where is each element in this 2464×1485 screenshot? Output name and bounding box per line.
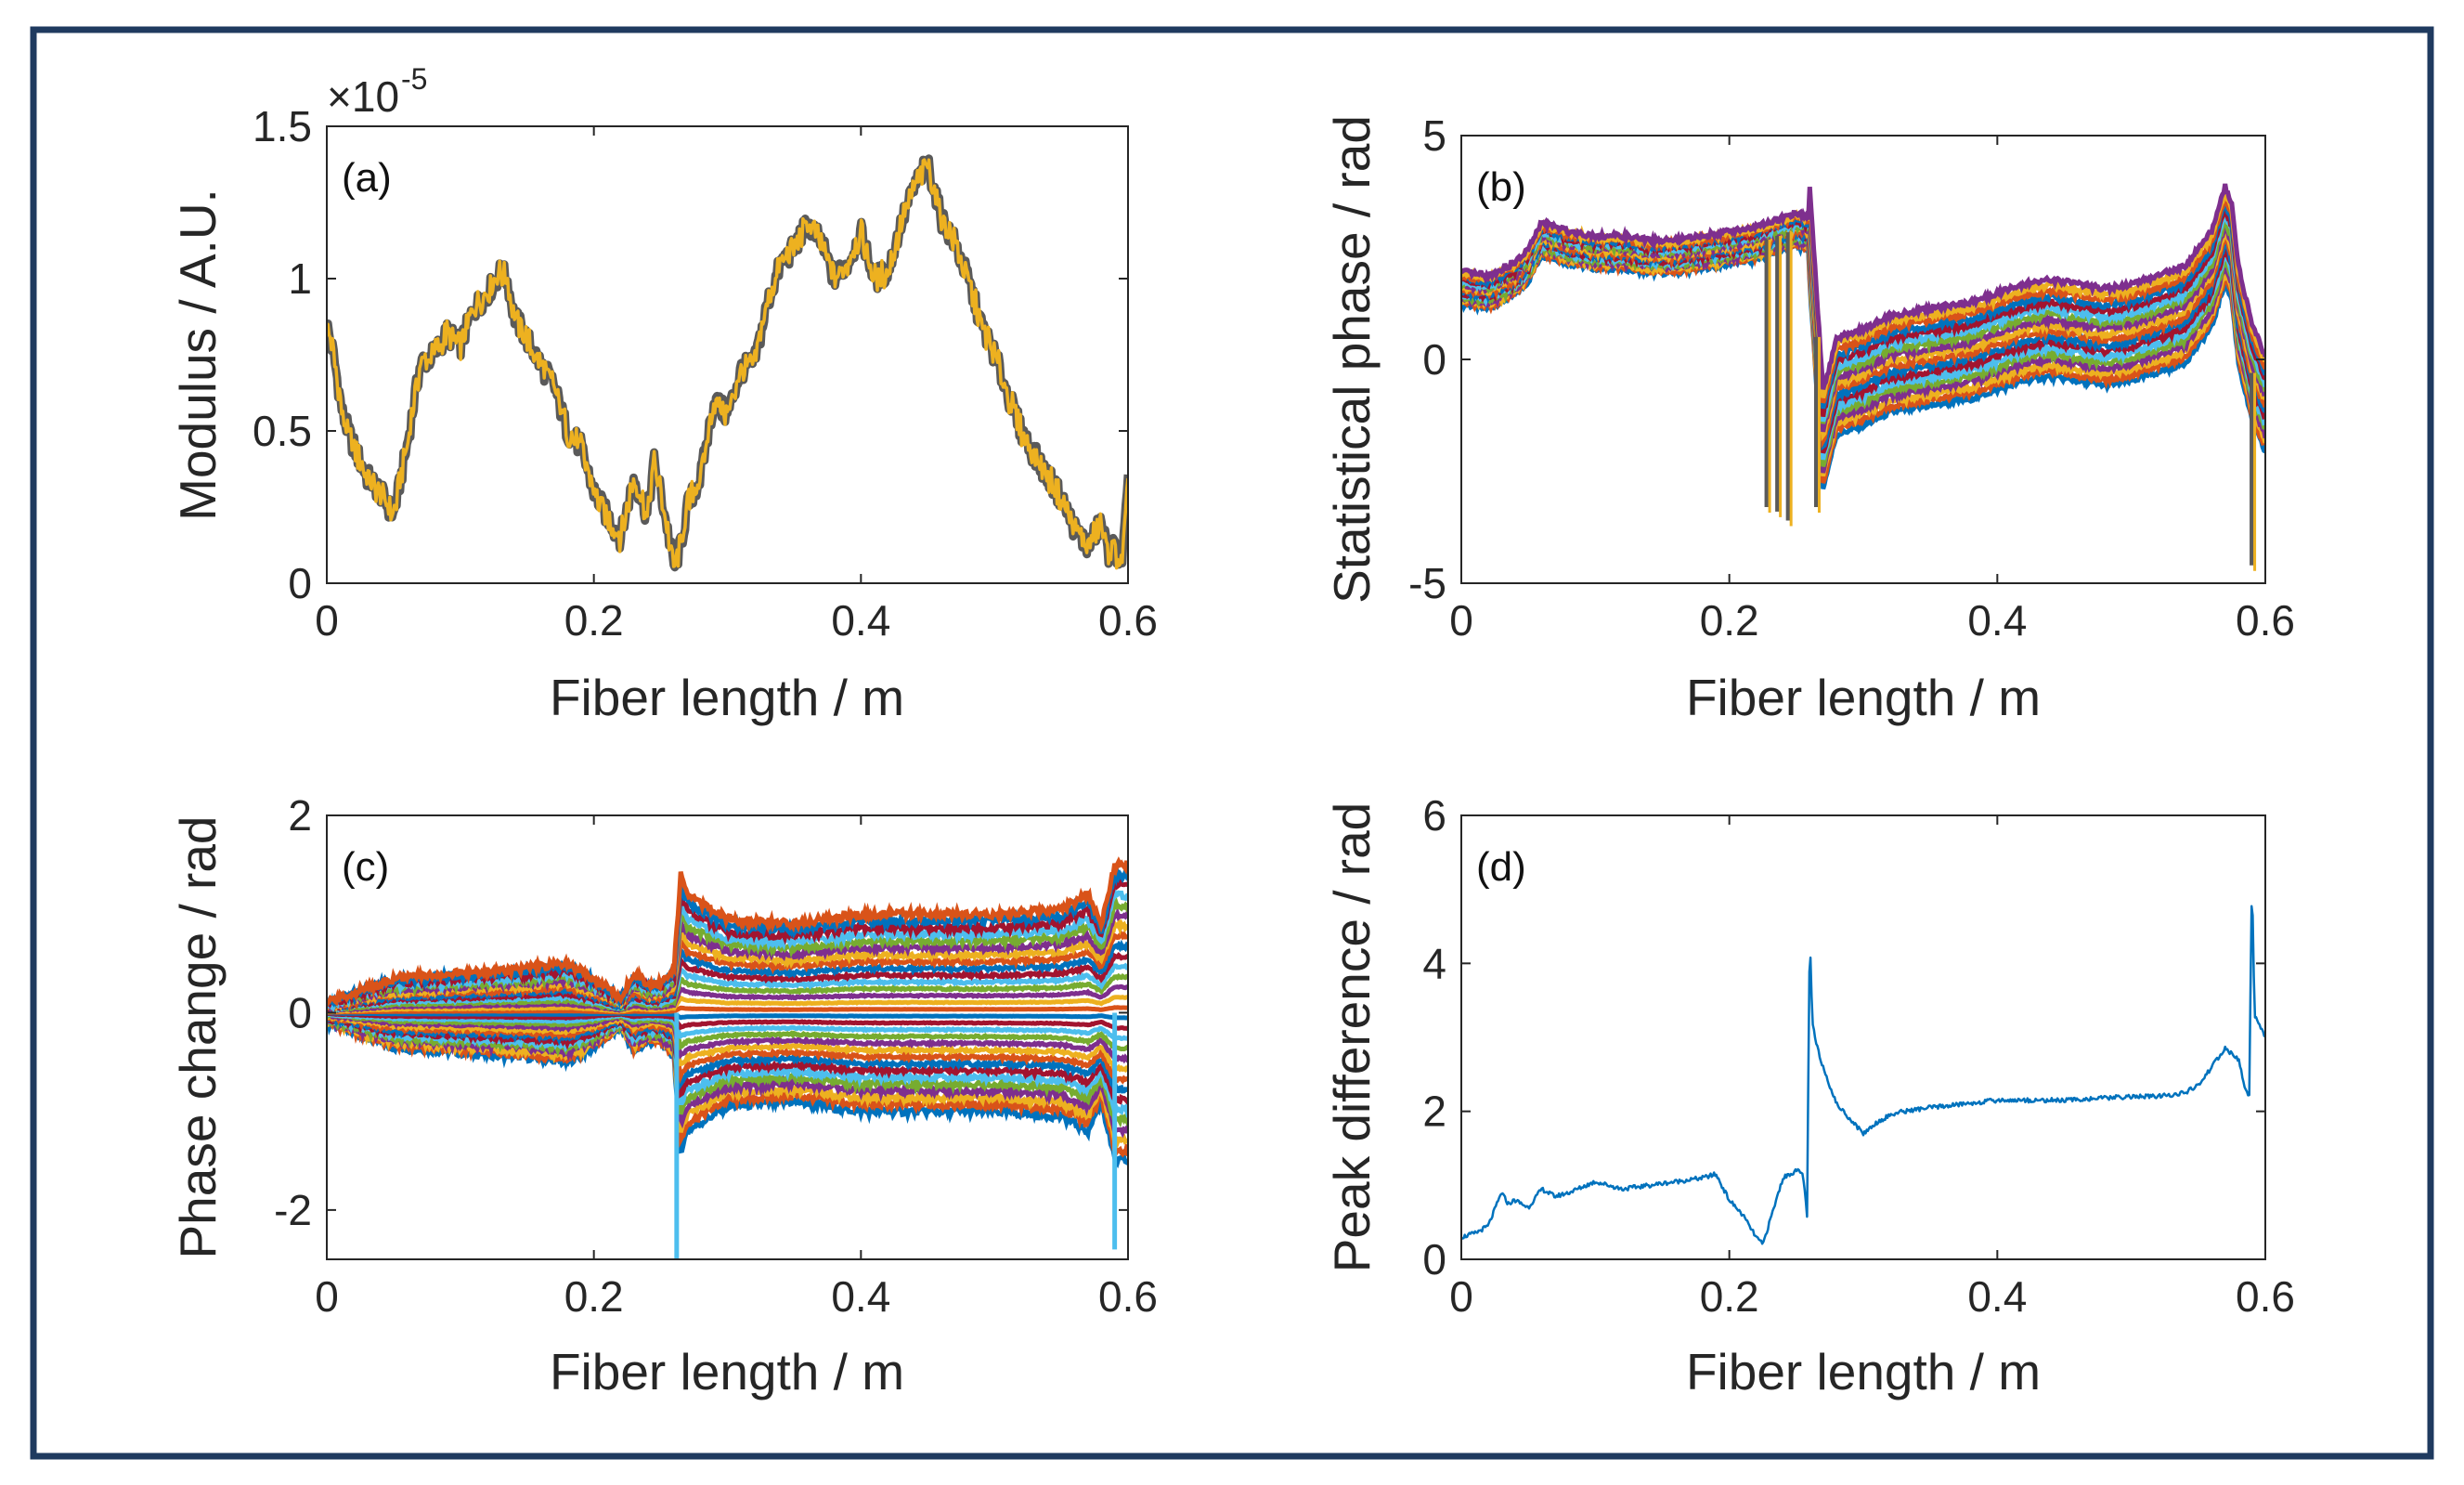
phase-change-line (327, 1011, 1128, 1052)
y-tick-label: 2 (1422, 1088, 1446, 1136)
x-tick-label: 0.6 (1098, 1272, 1158, 1321)
plot-area-c (327, 856, 1128, 1259)
modulus-line (327, 158, 1128, 570)
x-axis-label: Fiber length / m (550, 1343, 904, 1400)
y-tick-label: 0 (288, 559, 312, 607)
y-axis-label: Peak difference / rad (1323, 802, 1381, 1273)
x-tick-label: 0 (1449, 596, 1473, 645)
phase-change-line (327, 856, 1128, 1008)
phase-change-line (327, 907, 1128, 1013)
axes-box-d (1460, 814, 2266, 1260)
phase-change-line (327, 972, 1128, 1013)
y-tick-label: 0 (1422, 1235, 1446, 1283)
y-tick-label: -2 (274, 1186, 312, 1234)
y-tick-label: 1.5 (253, 102, 312, 150)
panel-d: 0 0.2 0.4 0.6 0 2 4 6 (d) Fiber length / m Peak di… (1323, 791, 2295, 1400)
phase-change-line (327, 983, 1128, 1014)
x-tick-label: 0.4 (831, 1272, 890, 1321)
phase-change-line (327, 1010, 1128, 1042)
y-tick-label: 6 (1422, 791, 1446, 840)
phase-change-line (327, 951, 1128, 1013)
plot-area-a (327, 154, 1128, 572)
modulus-envelope (327, 154, 1128, 572)
panel-b: 0 0.2 0.4 0.6-505(b)Fiber length / mStatist… (1323, 111, 2295, 726)
x-tick-label: 0.2 (564, 1272, 624, 1321)
y-tick-label: 2 (288, 791, 312, 840)
phase-series-line (1461, 231, 2265, 474)
y-tick-label: 0.5 (253, 407, 312, 455)
x-axis-label: Fiber length / m (1686, 669, 2041, 726)
panel-letter: (b) (1476, 164, 1526, 210)
x-tick-label: 0.6 (1098, 596, 1158, 645)
border (30, 26, 2434, 1460)
x-tick-label: 0.2 (1700, 1272, 1759, 1321)
x-tick-label: 0 (315, 596, 339, 645)
y-tick-label: 0 (288, 988, 312, 1036)
phase-change-line (327, 1012, 1128, 1064)
x-axis-label: Fiber length / m (550, 669, 904, 726)
axes-box-c (326, 814, 1129, 1260)
axes-box-a (326, 125, 1129, 584)
x-tick-label: 0 (1449, 1272, 1473, 1321)
y-tick-label: -5 (1408, 559, 1446, 607)
x-tick-label: 0.4 (831, 596, 890, 645)
phase-change-line (327, 1012, 1128, 1140)
phase-change-line (327, 1005, 1128, 1015)
y-tick-label: 4 (1422, 939, 1446, 987)
x-tick-label: 0.6 (2236, 1272, 2295, 1321)
x-tick-label: 0.4 (1967, 596, 2027, 645)
axis-multiplier: ×10 (327, 72, 399, 121)
phase-series-line (1461, 183, 2265, 390)
panel-letter: (a) (342, 155, 392, 201)
peak-difference-line (1461, 905, 2265, 1245)
panel-letter: (c) (342, 844, 389, 890)
y-tick-label: 5 (1422, 111, 1446, 160)
y-axis-label: Statistical phase / rad (1323, 115, 1381, 604)
phase-change-line (327, 1010, 1128, 1021)
y-tick-label: 0 (1422, 335, 1446, 384)
y-axis-label: Phase change / rad (169, 815, 227, 1258)
plot-area-b (1461, 183, 2265, 571)
x-tick-label: 0.2 (564, 596, 624, 645)
x-axis-label: Fiber length / m (1686, 1343, 2041, 1400)
plot-area-d (1461, 905, 2265, 1245)
phase-change-line (327, 1010, 1128, 1085)
y-tick-label: 1 (288, 254, 312, 303)
phase-change-line (327, 962, 1128, 1013)
panel-a: 0 0.2 0.4 0.6 0 0.5 1 1.5 (a) Fiber length / m Mod… (169, 62, 1158, 726)
y-axis-label: Modulus / A.U. (169, 189, 227, 521)
phase-change-line (327, 1010, 1128, 1031)
x-tick-label: 0.6 (2236, 596, 2295, 645)
x-tick-label: 0.2 (1700, 596, 1759, 645)
panel-letter: (d) (1476, 844, 1526, 890)
axis-multiplier-exponent: -5 (401, 62, 427, 96)
x-tick-label: 0.4 (1967, 1272, 2027, 1321)
x-tick-label: 0 (315, 1272, 339, 1321)
